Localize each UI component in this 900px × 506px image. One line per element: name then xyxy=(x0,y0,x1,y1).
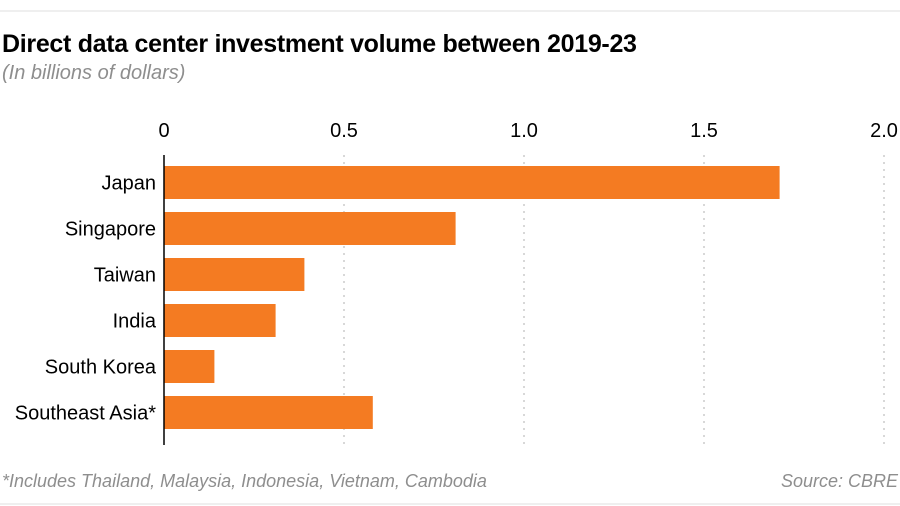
category-label: South Korea xyxy=(45,357,157,379)
category-label: Taiwan xyxy=(94,265,156,287)
category-label: Japan xyxy=(102,173,157,195)
category-label: India xyxy=(113,311,157,333)
chart-subtitle: (In billions of dollars) xyxy=(2,62,186,84)
footnote: *Includes Thailand, Malaysia, Indonesia,… xyxy=(2,471,487,491)
bar-southeast-asia xyxy=(164,396,373,429)
x-tick-label: 2.0 xyxy=(870,120,898,142)
bar-singapore xyxy=(164,212,456,245)
bar-india xyxy=(164,304,276,337)
x-tick-label: 0 xyxy=(158,120,169,142)
source-credit: Source: CBRE xyxy=(780,471,898,491)
bar-south-korea xyxy=(164,350,215,383)
chart-title: Direct data center investment volume bet… xyxy=(2,30,637,58)
top-divider xyxy=(0,10,900,12)
x-axis-ticks: 0 0.5 1.0 1.5 2.0 xyxy=(158,120,897,142)
bars xyxy=(164,166,780,429)
bar-taiwan xyxy=(164,258,305,291)
bar-japan xyxy=(164,166,780,199)
x-tick-label: 1.0 xyxy=(510,120,538,142)
x-tick-label: 1.5 xyxy=(690,120,718,142)
x-tick-label: 0.5 xyxy=(330,120,358,142)
category-label: Southeast Asia* xyxy=(15,403,156,425)
category-labels: Japan Singapore Taiwan India South Korea Sout… xyxy=(15,173,157,425)
bottom-divider xyxy=(0,503,900,505)
category-label: Singapore xyxy=(65,219,156,241)
